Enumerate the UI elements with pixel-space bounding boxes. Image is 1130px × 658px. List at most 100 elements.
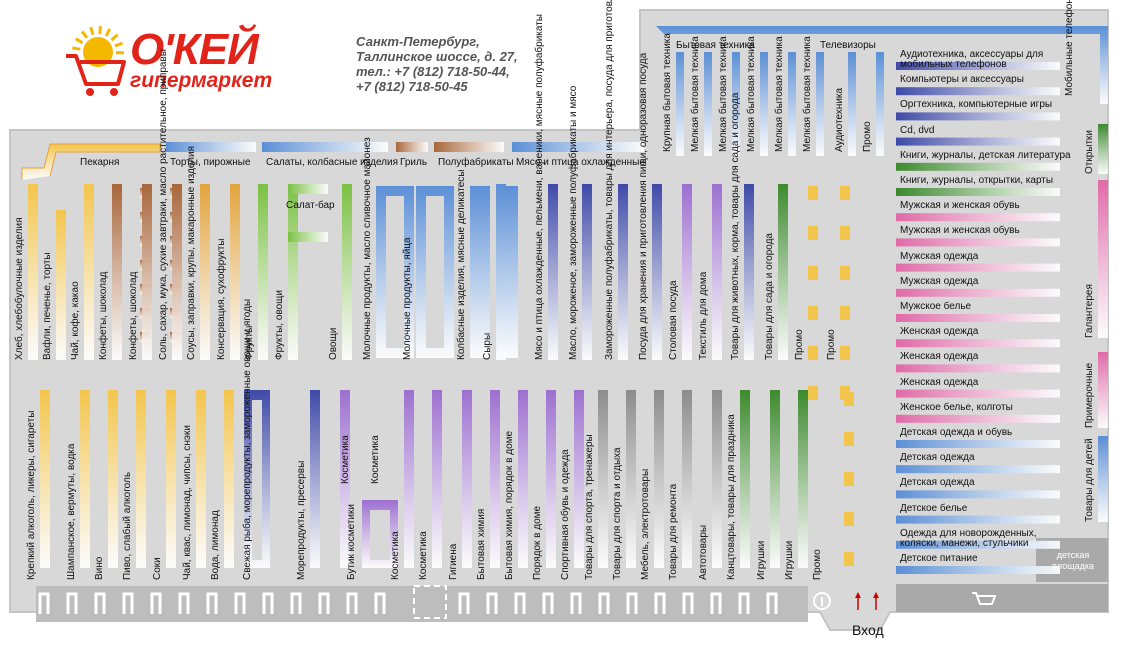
promo-stand — [808, 346, 818, 360]
checkout-counter — [122, 592, 134, 614]
promo-stand — [840, 186, 850, 200]
aisle-label: Сыры — [482, 332, 493, 360]
sun-ray — [110, 33, 119, 42]
entrance-label: Вход — [852, 622, 884, 638]
checkout-counter — [458, 592, 470, 614]
aisle-label: Косметика — [390, 531, 401, 580]
aisle-shelf — [340, 390, 350, 568]
checkout-counter — [598, 592, 610, 614]
electronics-label: Мелкая бытовая техника — [774, 36, 785, 152]
right-row-shelf — [896, 288, 1060, 297]
phone-line: +7 (812) 718-50-45 — [356, 79, 468, 94]
checkout-counter — [766, 592, 778, 614]
cart-icon — [972, 592, 997, 605]
top-bar-label: Салаты, колбасные изделия — [266, 157, 399, 168]
address-line: Санкт-Петербург, — [356, 34, 480, 49]
promo-stand — [808, 226, 818, 240]
right-wall-label: Открытки — [1084, 129, 1095, 174]
checkout-counter — [514, 592, 526, 614]
checkout-counter — [290, 592, 302, 614]
right-wall-label: Галантерея — [1084, 284, 1095, 338]
aisle-shelf — [798, 390, 808, 568]
aisle-shelf — [682, 184, 692, 360]
right-row-label: Женское белье, колготы — [900, 401, 1013, 413]
right-row-label: Компьютеры и аксессуары — [900, 74, 1024, 86]
aisle-shelf — [770, 390, 780, 568]
aisle-shelf — [80, 390, 90, 568]
playground-label: детская площадка — [1051, 550, 1095, 571]
wall-bar-bakery — [21, 143, 161, 180]
right-row-shelf — [896, 62, 1060, 70]
aisle-shelf — [28, 184, 38, 360]
right-row-label: Cd, dvd — [900, 124, 935, 136]
aisle-shelf — [310, 390, 320, 568]
right-row-label: Книги, журналы, детская литература — [900, 149, 1071, 161]
aisle-label: Гигиена — [448, 543, 459, 580]
electronics-label: Крупная бытовая техника — [662, 33, 673, 152]
promo-stand — [840, 306, 850, 320]
right-row-label: Детская одежда — [900, 477, 975, 489]
top-bar-label: Пекарня — [80, 157, 120, 168]
aisle-label: Соки — [152, 557, 163, 580]
aisle-shelf — [112, 184, 122, 360]
cart-wheel — [86, 88, 94, 96]
aisle-shelf — [108, 390, 118, 568]
aisle-label: Морепродукты, пресервы — [296, 460, 307, 580]
aisle-label: Промо — [812, 549, 823, 580]
aisle-shelf — [490, 390, 500, 568]
sun-ray — [74, 37, 84, 45]
checkout-counter — [206, 592, 218, 614]
aisle-label: Столовая посуда — [668, 280, 679, 360]
entry-arrow-head — [855, 592, 861, 598]
salad-bar-counter — [288, 232, 328, 242]
aisle-shelf — [496, 184, 506, 360]
aisle-label: Молочные продукты, масло сливочное майон… — [362, 137, 373, 360]
aisle-label: Соусы, заправки, крупы, макаронные издел… — [186, 146, 197, 360]
electronics-label: Телевизоры — [820, 40, 876, 51]
wall-bar — [434, 142, 504, 152]
promo-stand — [844, 472, 854, 486]
right-row-label: Мужская одежда — [900, 275, 979, 287]
promo-stand — [844, 432, 854, 446]
checkout-counter — [542, 592, 554, 614]
right-row-shelf — [896, 137, 1060, 146]
aisle-shelf — [432, 390, 442, 568]
aisle-label: Мебель, электротовары — [640, 468, 651, 580]
sun-ray — [104, 28, 112, 37]
right-row-shelf — [896, 213, 1060, 222]
aisle-label: Текстиль для дома — [698, 271, 709, 360]
right-row-label: Детская одежда — [900, 452, 975, 464]
right-row-shelf — [896, 339, 1060, 348]
sun-icon — [83, 37, 113, 67]
right-row-shelf — [896, 314, 1060, 322]
right-row-label: Оргтехника, компьютерные игры — [900, 99, 1053, 111]
salad-bar — [288, 184, 328, 194]
aisle-label: Бутик косметики — [346, 504, 357, 580]
aisle-label: Молочные продукты, яйца — [402, 237, 413, 360]
aisle-shelf — [712, 390, 722, 568]
aisle-label: Товары для спорта, тренажеры — [584, 434, 595, 580]
electronics-shelf — [788, 52, 796, 156]
checkout-counter — [94, 592, 106, 614]
aisle-label: Игрушки — [784, 540, 795, 580]
right-row-shelf — [896, 162, 1060, 171]
dairy-fixture — [376, 186, 414, 358]
aisle-label: Шампанское, вермуты, водка — [66, 443, 77, 580]
promo-stand — [808, 306, 818, 320]
aisle-label: Бытовая химия, порядок в доме — [504, 430, 515, 580]
aisle-shelf — [626, 390, 636, 568]
right-row-shelf — [896, 440, 1060, 448]
aisle-label: Пиво, слабый алкоголь — [122, 471, 133, 580]
checkout-counter — [654, 592, 666, 614]
checkout-counter — [38, 592, 50, 614]
aisle-shelf — [172, 184, 182, 360]
aisle-shelf — [548, 184, 558, 360]
sun-ray — [98, 25, 102, 35]
top-bar-label: Торты, пирожные — [170, 157, 251, 168]
sun-ray — [80, 30, 89, 39]
checkout-counter — [150, 592, 162, 614]
dairy-fixture — [416, 186, 454, 358]
cart-wheel — [110, 88, 118, 96]
aisle-shelf — [224, 390, 234, 568]
